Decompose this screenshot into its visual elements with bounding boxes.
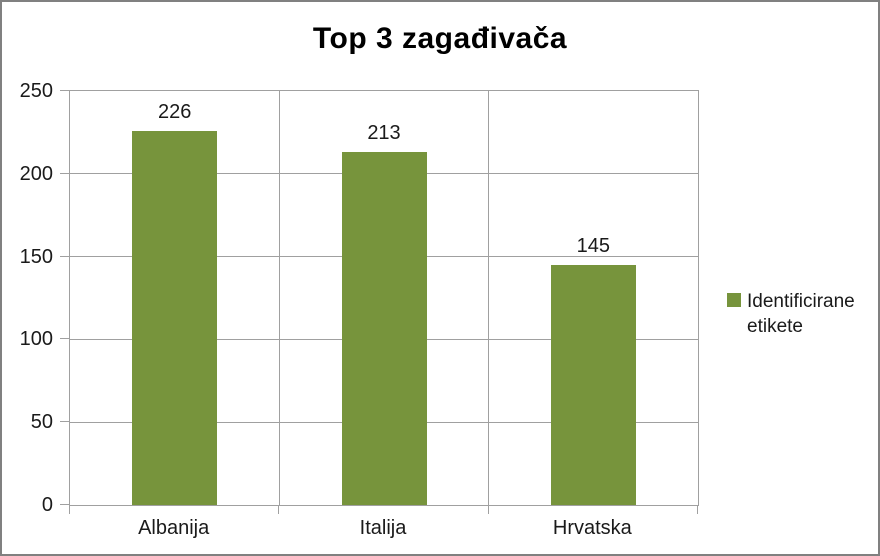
- x-tick-mark: [697, 505, 698, 514]
- y-tick-label: 100: [19, 328, 53, 351]
- y-tick-label: 200: [19, 162, 53, 185]
- x-tick-mark: [278, 505, 280, 514]
- gridline-vertical: [488, 91, 490, 505]
- y-axis: 0 50 100 150 200 250: [2, 80, 69, 516]
- legend: Identificirane etikete: [727, 289, 869, 339]
- plot-area: 226 213 145: [69, 90, 699, 506]
- y-tick-label: 0: [41, 494, 53, 516]
- y-tick-mark: [60, 421, 69, 423]
- y-tick-label: 250: [19, 80, 53, 102]
- bar-hrvatska: [550, 264, 636, 505]
- legend-label: Identificirane etikete: [747, 291, 855, 337]
- x-tick-mark: [487, 505, 489, 514]
- x-tick-mark: [69, 505, 70, 514]
- y-tick-mark: [60, 90, 69, 91]
- y-tick-mark: [60, 255, 69, 257]
- bar-albanija: [132, 130, 218, 505]
- legend-swatch-icon: [727, 293, 741, 307]
- gridline-vertical: [278, 91, 280, 505]
- y-tick-mark: [60, 172, 69, 174]
- bar-value-label: 213: [367, 122, 401, 145]
- y-tick-label: 50: [30, 411, 53, 434]
- x-axis: Albanija Italija Hrvatska: [69, 505, 699, 553]
- y-tick-mark: [60, 504, 69, 505]
- x-category-label: Hrvatska: [552, 517, 632, 539]
- x-category-label: Albanija: [138, 517, 210, 539]
- chart-title: Top 3 zagađivača: [312, 22, 568, 55]
- x-category-label: Italija: [359, 517, 407, 539]
- bar-value-label: 226: [157, 100, 192, 123]
- y-tick-label: 150: [19, 245, 53, 268]
- bar-italija: [341, 152, 427, 505]
- y-tick-mark: [60, 338, 69, 340]
- bar-value-label: 145: [576, 234, 611, 257]
